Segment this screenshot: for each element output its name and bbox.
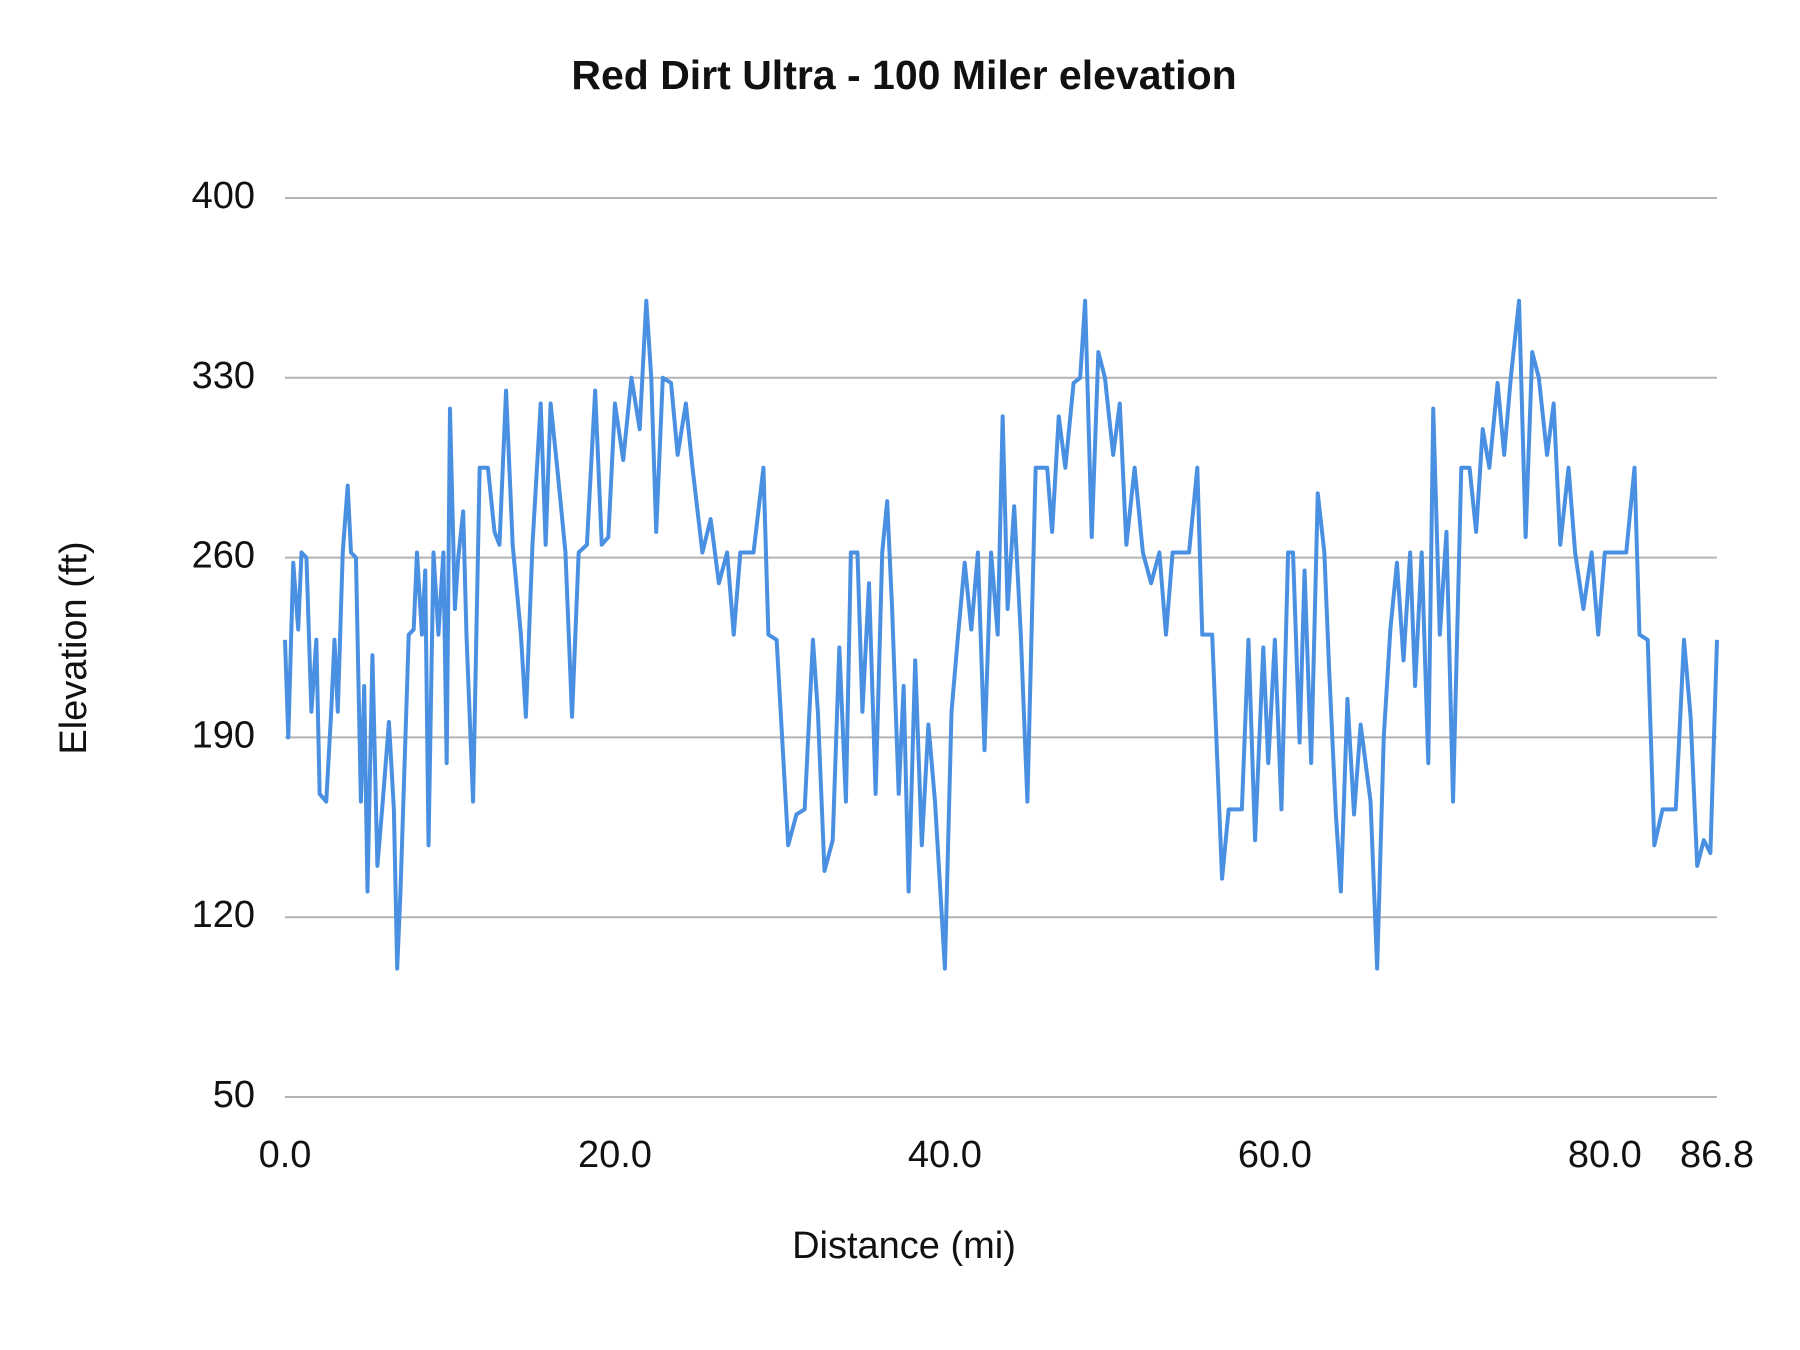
x-tick-label: 86.8 xyxy=(1680,1134,1754,1176)
x-axis-label: Distance (mi) xyxy=(792,1225,1016,1267)
y-tick-label: 50 xyxy=(213,1074,255,1116)
x-tick-label: 20.0 xyxy=(578,1134,652,1176)
x-tick-label: 80.0 xyxy=(1568,1134,1642,1176)
y-tick-label: 260 xyxy=(192,535,255,577)
x-tick-label: 0.0 xyxy=(259,1134,312,1176)
y-tick-label: 400 xyxy=(192,175,255,217)
y-tick-label: 190 xyxy=(192,714,255,756)
elevation-line xyxy=(283,298,1719,971)
chart-title: Red Dirt Ultra - 100 Miler elevation xyxy=(571,52,1236,98)
y-tick-label: 120 xyxy=(192,894,255,936)
y-axis-label: Elevation (ft) xyxy=(53,541,95,754)
x-tick-label: 60.0 xyxy=(1238,1134,1312,1176)
y-tick-label: 330 xyxy=(192,355,255,397)
x-tick-label: 40.0 xyxy=(908,1134,982,1176)
